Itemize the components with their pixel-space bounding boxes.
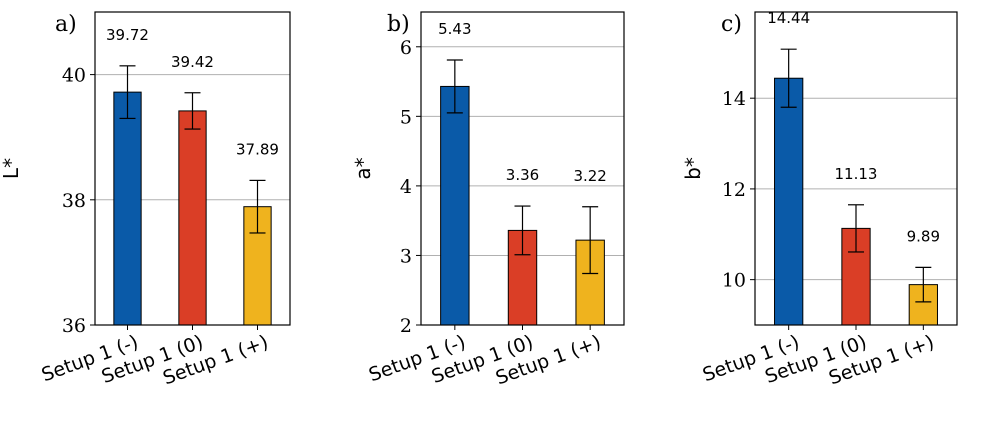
- y-tick-label: 2: [400, 315, 412, 337]
- data-label: 9.89: [907, 227, 940, 245]
- data-label: 14.44: [767, 9, 810, 27]
- y-tick-label: 4: [400, 176, 412, 198]
- axes-frame: [94, 11, 291, 326]
- y-axis-label: b*: [681, 157, 705, 180]
- y-tick-label: 6: [400, 37, 412, 59]
- y-tick-label: 10: [722, 270, 746, 292]
- axes-frame: [754, 11, 958, 326]
- data-label: 3.22: [573, 167, 606, 185]
- y-tick-label: 36: [62, 315, 86, 337]
- y-axis-label: a*: [351, 157, 375, 179]
- y-tick-label: 40: [62, 65, 86, 87]
- data-label: 11.13: [835, 165, 878, 183]
- y-tick-label: 3: [400, 245, 412, 267]
- panel-letter: b): [387, 12, 410, 37]
- axes-frame: [420, 11, 625, 326]
- y-tick-label: 14: [722, 88, 746, 110]
- data-label: 5.43: [438, 20, 471, 38]
- bar: [178, 110, 207, 326]
- y-tick-label: 12: [722, 179, 746, 201]
- panel-letter: c): [721, 12, 742, 37]
- bar: [113, 91, 142, 326]
- data-label: 37.89: [236, 140, 279, 158]
- panel-letter: a): [55, 12, 77, 37]
- bar: [440, 85, 470, 326]
- y-tick-label: 5: [400, 106, 412, 128]
- y-tick-label: 38: [62, 190, 86, 212]
- data-label: 39.42: [171, 53, 214, 71]
- y-axis-label: L*: [0, 158, 23, 179]
- bar: [774, 77, 804, 326]
- data-label: 3.36: [506, 166, 539, 184]
- data-label: 39.72: [106, 26, 149, 44]
